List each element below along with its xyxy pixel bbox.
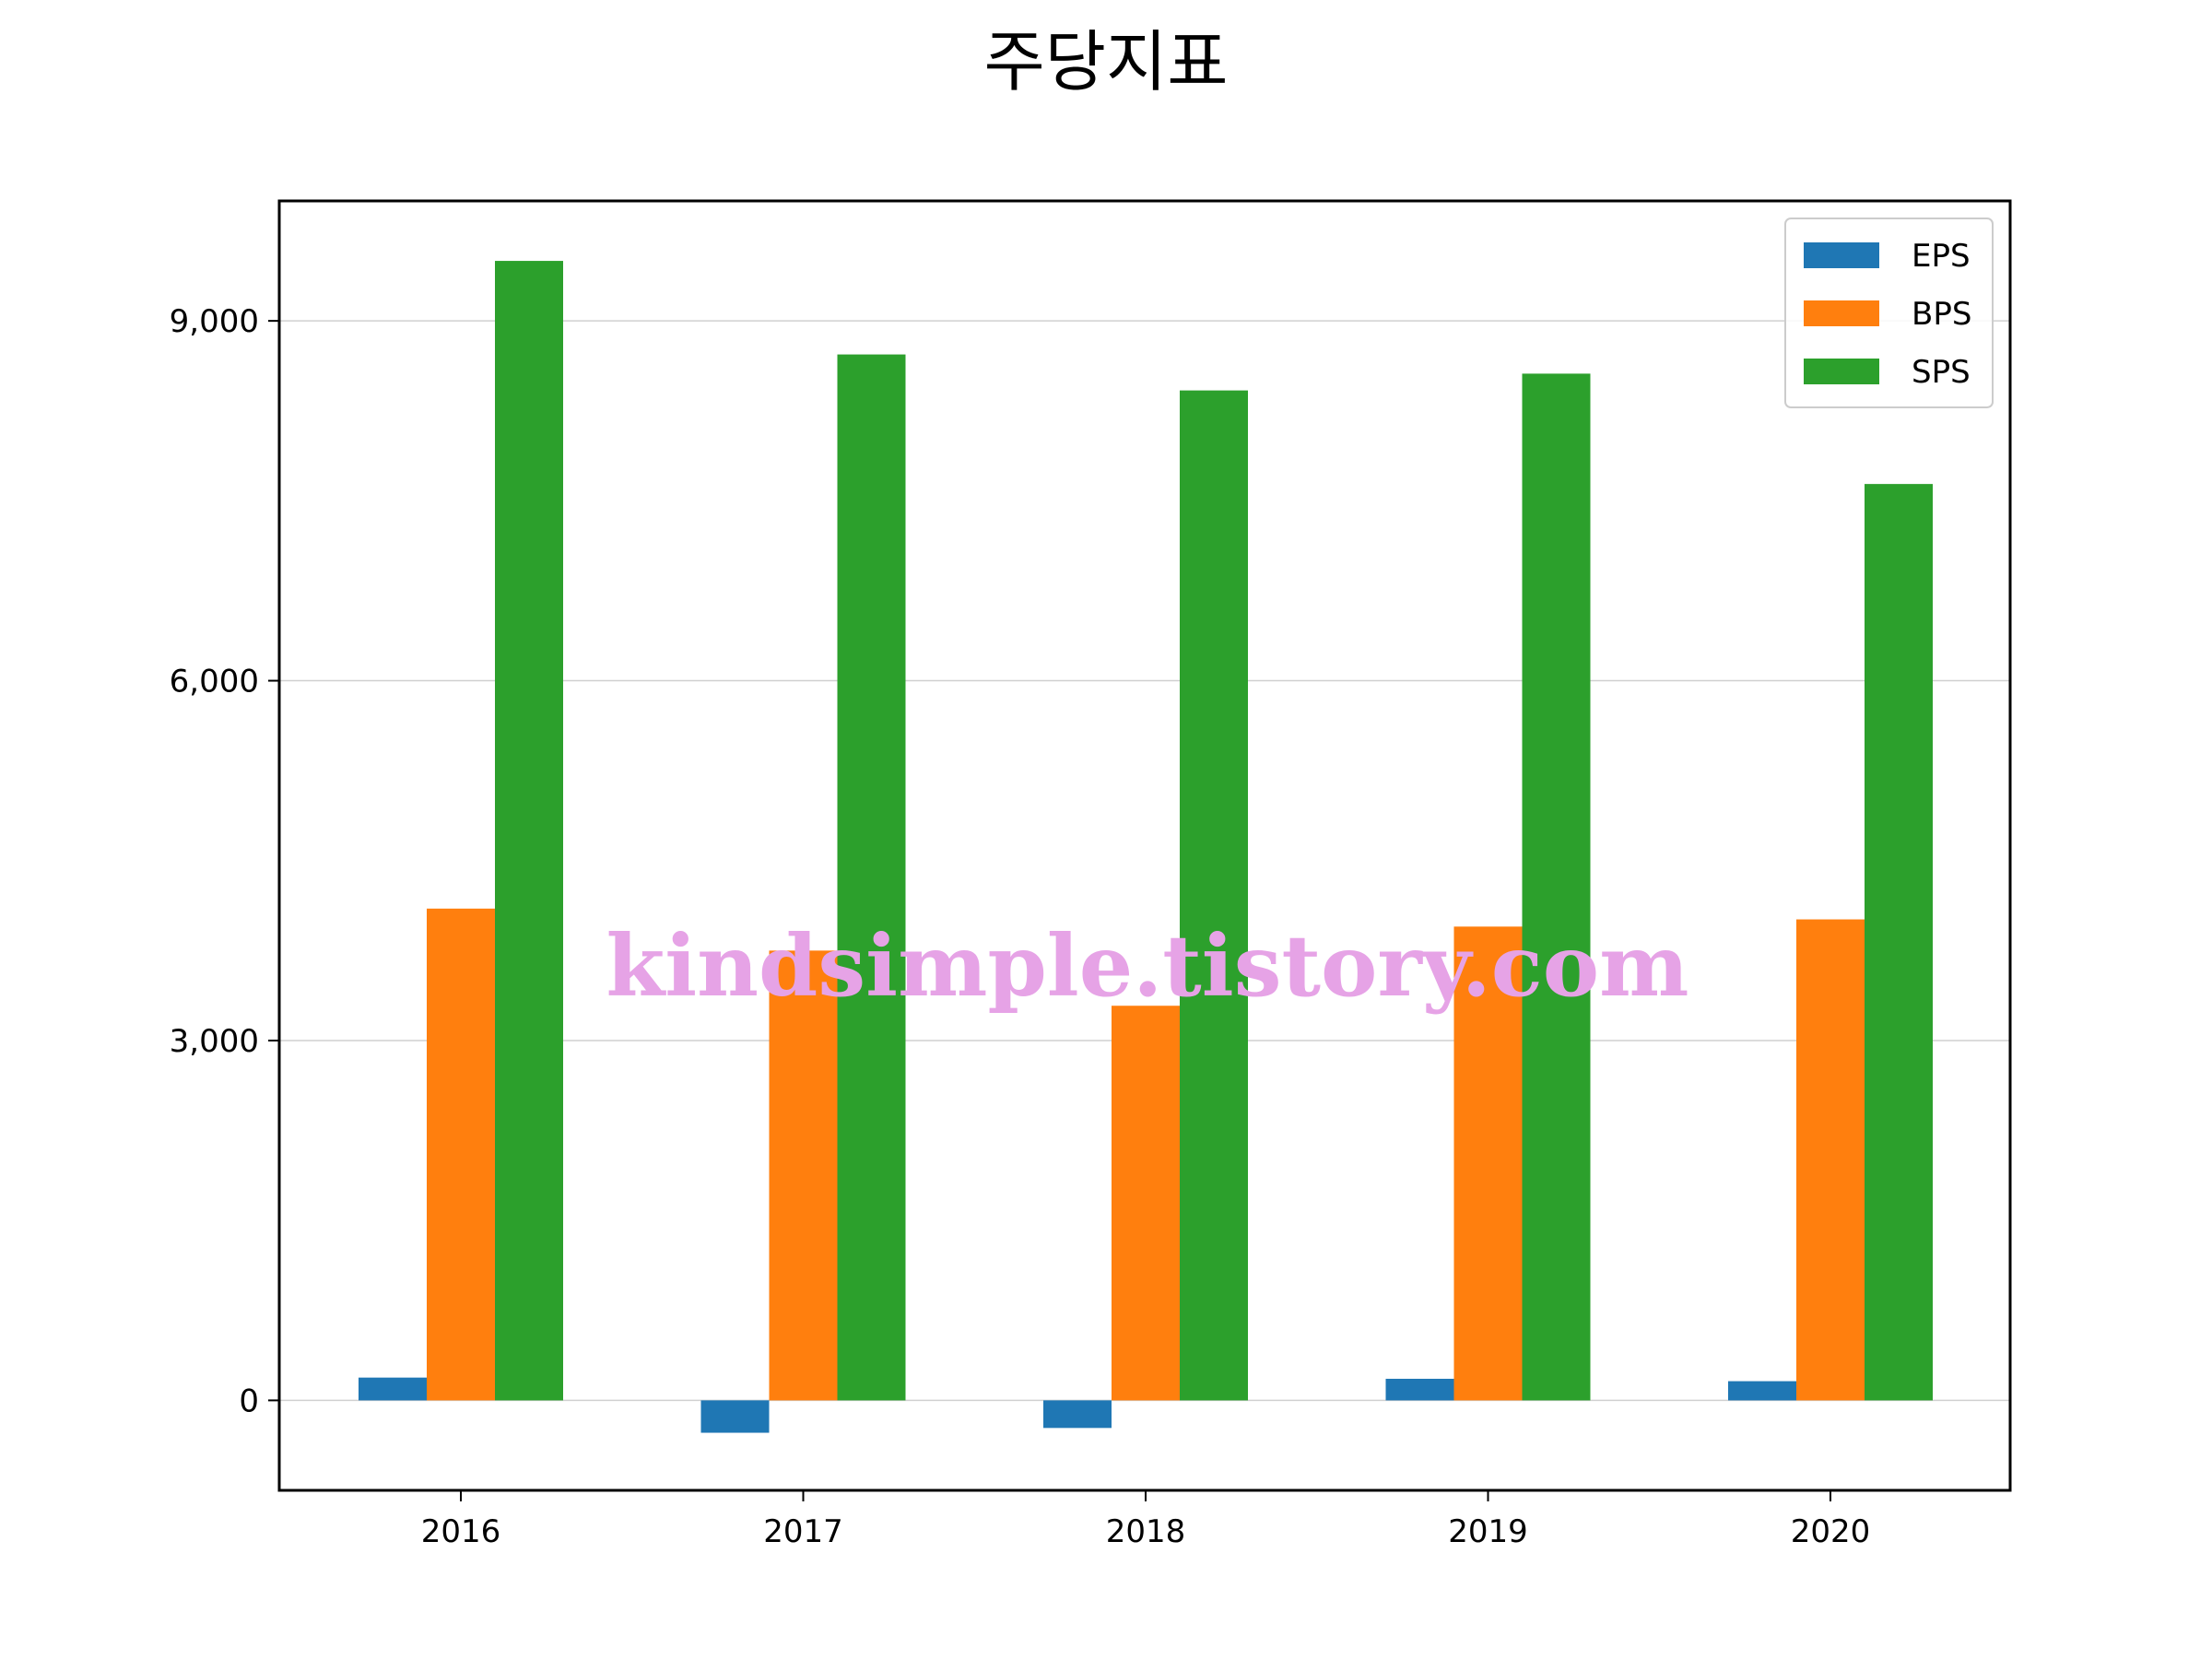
bar-bps-2018 xyxy=(1112,1006,1180,1401)
bar-bps-2019 xyxy=(1453,926,1523,1401)
bar-bps-2016 xyxy=(427,908,495,1401)
x-tick-label: 2017 xyxy=(763,1513,843,1550)
legend-label-eps: EPS xyxy=(1912,238,1971,275)
bar-eps-2020 xyxy=(1728,1381,1796,1401)
bar-eps-2018 xyxy=(1043,1400,1112,1429)
y-axis: 0 3,000 6,000 9,000 xyxy=(170,303,279,1419)
y-tick-label: 9,000 xyxy=(170,303,259,340)
x-tick-label: 2019 xyxy=(1448,1513,1528,1550)
bar-eps-2017 xyxy=(700,1400,770,1433)
bar-eps-2019 xyxy=(1385,1378,1454,1401)
bar-bps-2020 xyxy=(1796,919,1865,1401)
y-tick-label: 3,000 xyxy=(170,1023,259,1060)
legend-swatch-eps xyxy=(1804,242,1879,268)
bar-sps-2017 xyxy=(837,354,906,1401)
legend-swatch-bps xyxy=(1804,300,1879,326)
bars xyxy=(359,261,1933,1433)
x-tick-label: 2020 xyxy=(1791,1513,1871,1550)
x-axis: 2016 2017 2018 2019 2020 xyxy=(421,1490,1871,1550)
legend-label-sps: SPS xyxy=(1912,354,1971,391)
legend: EPS BPS SPS xyxy=(1784,218,1994,408)
y-tick-label: 0 xyxy=(239,1382,259,1419)
bar-sps-2020 xyxy=(1865,484,1933,1401)
watermark-text: kindsimple.tistory.com xyxy=(606,916,1688,1016)
y-tick-label: 6,000 xyxy=(170,664,259,700)
x-tick-label: 2016 xyxy=(421,1513,501,1550)
bar-sps-2016 xyxy=(495,261,563,1401)
legend-label-bps: BPS xyxy=(1912,296,1971,333)
legend-swatch-sps xyxy=(1804,359,1879,384)
bar-bps-2017 xyxy=(769,950,838,1401)
bar-eps-2016 xyxy=(359,1377,427,1401)
bar-sps-2019 xyxy=(1522,373,1591,1401)
bar-sps-2018 xyxy=(1180,390,1248,1401)
x-tick-label: 2018 xyxy=(1106,1513,1186,1550)
chart-title: 주당지표 xyxy=(984,23,1229,100)
